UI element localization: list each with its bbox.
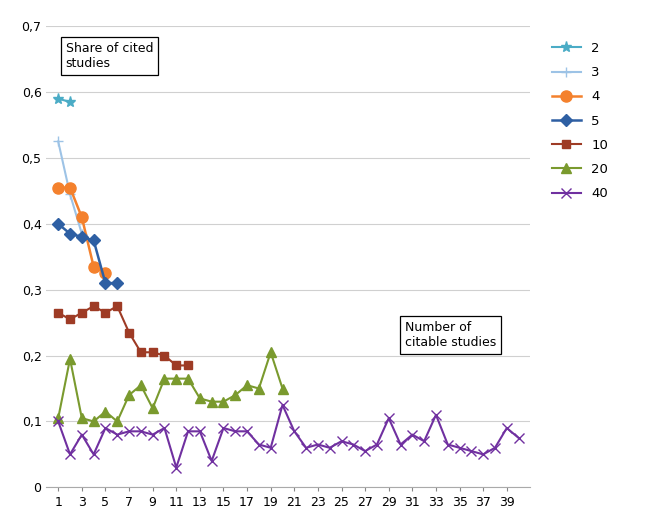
20: [196, 395, 204, 401]
10: [172, 362, 180, 368]
40: [219, 425, 227, 431]
2: [66, 99, 74, 105]
40: [267, 445, 274, 451]
4: [54, 184, 62, 191]
Line: 40: 40: [53, 400, 524, 473]
5: [66, 231, 74, 237]
3: [54, 138, 62, 145]
20: [113, 418, 121, 424]
20: [255, 385, 263, 391]
40: [326, 445, 333, 451]
40: [479, 451, 487, 457]
Line: 20: 20: [53, 347, 287, 427]
20: [231, 392, 239, 398]
20: [137, 382, 145, 388]
40: [208, 458, 215, 464]
40: [503, 425, 511, 431]
4: [78, 214, 86, 221]
40: [396, 441, 404, 447]
10: [78, 310, 86, 316]
40: [149, 431, 156, 438]
40: [349, 441, 357, 447]
Line: 4: 4: [52, 182, 111, 279]
40: [455, 445, 463, 451]
40: [432, 412, 440, 418]
Line: 5: 5: [54, 220, 121, 287]
20: [184, 376, 192, 382]
10: [54, 310, 62, 316]
3: [66, 191, 74, 198]
40: [420, 438, 428, 444]
10: [160, 353, 168, 359]
Text: Share of cited
studies: Share of cited studies: [66, 42, 153, 70]
20: [172, 376, 180, 382]
20: [219, 399, 227, 405]
40: [290, 428, 298, 434]
40: [90, 451, 97, 457]
40: [361, 448, 369, 454]
20: [267, 349, 274, 355]
10: [90, 303, 97, 309]
20: [278, 385, 286, 391]
2: [54, 95, 62, 102]
4: [101, 270, 109, 276]
40: [302, 445, 310, 451]
10: [184, 362, 192, 368]
20: [66, 356, 74, 362]
Line: 2: 2: [52, 93, 76, 107]
40: [408, 431, 416, 438]
40: [243, 428, 251, 434]
10: [149, 349, 156, 355]
40: [160, 425, 168, 431]
40: [66, 451, 74, 457]
40: [255, 441, 263, 447]
Line: 3: 3: [53, 137, 87, 238]
5: [101, 280, 109, 286]
40: [444, 441, 452, 447]
20: [90, 418, 97, 424]
40: [491, 445, 499, 451]
40: [113, 431, 121, 438]
10: [125, 330, 133, 336]
20: [78, 415, 86, 421]
40: [467, 448, 475, 454]
40: [137, 428, 145, 434]
40: [78, 431, 86, 438]
40: [54, 418, 62, 424]
20: [149, 405, 156, 411]
20: [208, 399, 215, 405]
4: [90, 264, 97, 270]
40: [125, 428, 133, 434]
10: [101, 310, 109, 316]
20: [54, 415, 62, 421]
40: [231, 428, 239, 434]
10: [66, 316, 74, 322]
10: [113, 303, 121, 309]
40: [385, 415, 392, 421]
Line: 10: 10: [54, 302, 192, 369]
40: [196, 428, 204, 434]
20: [243, 382, 251, 388]
40: [172, 464, 180, 471]
20: [125, 392, 133, 398]
4: [66, 184, 74, 191]
10: [137, 349, 145, 355]
40: [184, 428, 192, 434]
5: [90, 237, 97, 244]
3: [78, 231, 86, 237]
20: [160, 376, 168, 382]
40: [337, 438, 345, 444]
40: [314, 441, 322, 447]
20: [101, 408, 109, 414]
Legend: 2, 3, 4, 5, 10, 20, 40: 2, 3, 4, 5, 10, 20, 40: [552, 42, 608, 200]
5: [54, 221, 62, 227]
Text: Number of
citable studies: Number of citable studies: [404, 321, 496, 350]
40: [278, 402, 286, 408]
40: [514, 435, 522, 441]
40: [373, 441, 381, 447]
5: [113, 280, 121, 286]
40: [101, 425, 109, 431]
5: [78, 234, 86, 240]
